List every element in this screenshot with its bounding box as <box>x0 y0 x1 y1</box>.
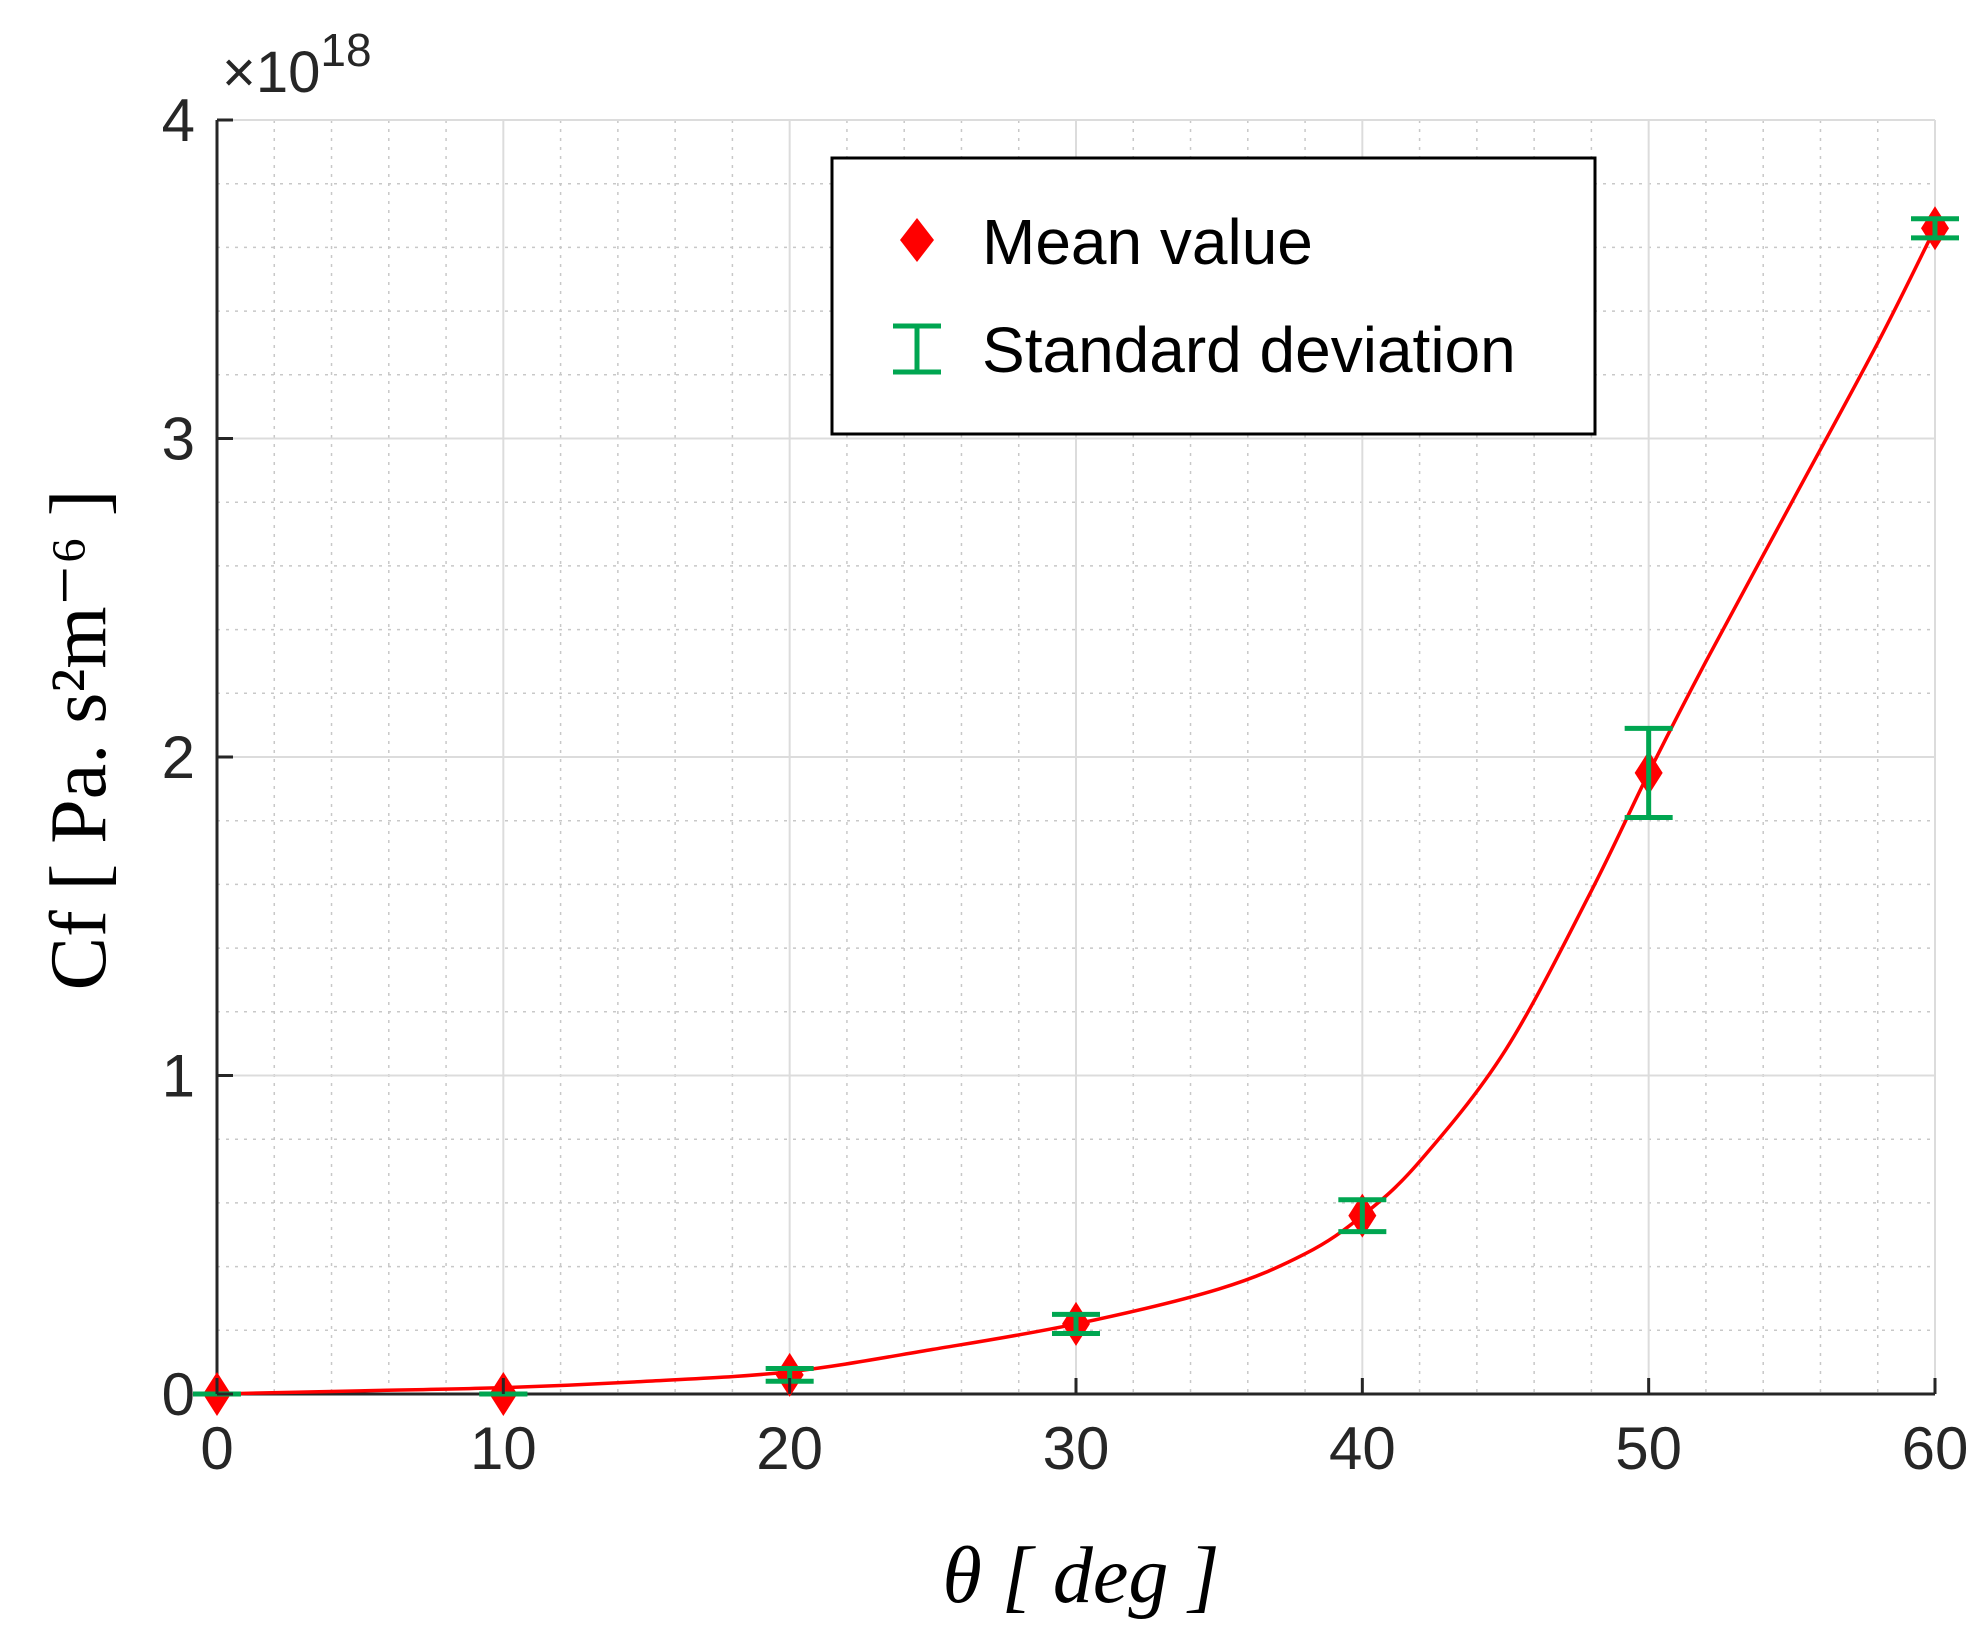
x-tick-label: 60 <box>1902 1415 1969 1482</box>
legend-label-mean: Mean value <box>982 206 1313 278</box>
legend-errorbar-icon <box>893 323 941 375</box>
x-tick-label: 0 <box>200 1415 233 1482</box>
axis-ticks: 0 10 20 30 40 50 60 0 1 2 3 4 <box>162 87 1969 1482</box>
x-tick-label: 20 <box>756 1415 823 1482</box>
x-tick-label: 40 <box>1329 1415 1396 1482</box>
legend: Mean value Standard deviation <box>830 156 1597 436</box>
legend-mean-marker-icon <box>900 218 934 262</box>
y-tick-label: 3 <box>162 406 195 473</box>
y-tick-label: 1 <box>162 1043 195 1110</box>
legend-label-std: Standard deviation <box>982 314 1516 386</box>
x-tick-label: 50 <box>1615 1415 1682 1482</box>
y-axis-title: Cf [ Pa. s²m⁻⁶ ] <box>35 490 123 991</box>
y-tick-label: 0 <box>162 1361 195 1428</box>
x-axis-title: θ [ deg ] <box>942 1532 1219 1620</box>
x-tick-label: 30 <box>1043 1415 1110 1482</box>
y-tick-label: 4 <box>162 87 195 154</box>
x-tick-label: 10 <box>470 1415 537 1482</box>
y-multiplier: ×1018 <box>222 24 372 105</box>
y-tick-label: 2 <box>162 724 195 791</box>
legend-box <box>830 156 1597 436</box>
